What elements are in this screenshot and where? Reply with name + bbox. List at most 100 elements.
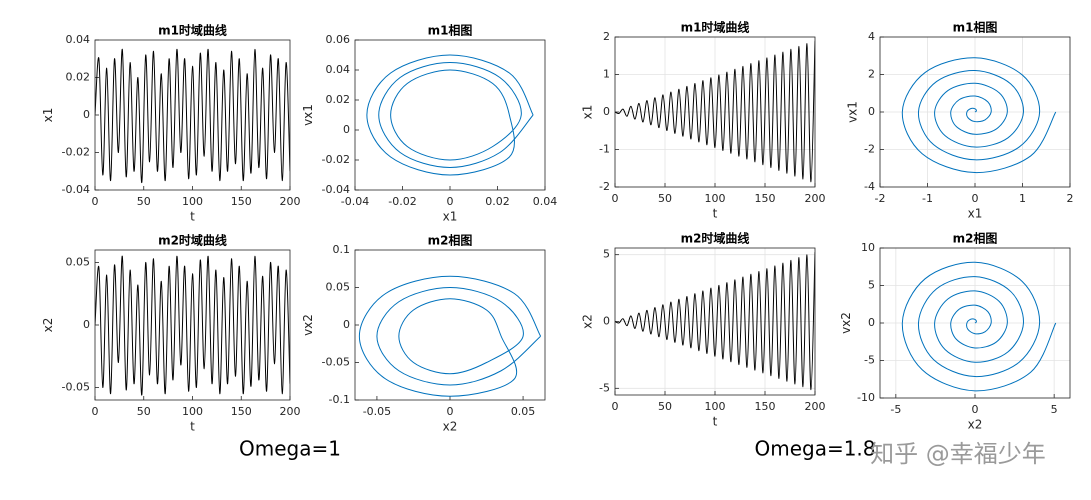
y-tick-label: -5: [864, 354, 875, 367]
y-tick-label: 5: [868, 279, 875, 292]
x-tick-label: 100: [182, 195, 203, 208]
data-line: [901, 57, 1057, 174]
x-axis-label: x2: [443, 420, 458, 434]
y-tick-label: -0.02: [322, 153, 350, 166]
data-line: [366, 54, 534, 176]
subplot: -5 0 5 -10 -5 0 5 10 m2相图 x2 vx2: [839, 231, 1071, 432]
subplot: -0.05 0 0.05 -0.1 -0.05 0 0.05 0.1 m2相图 x2 vx2: [301, 233, 546, 434]
x-axis-label: t: [713, 207, 718, 221]
y-tick-label: -0.1: [329, 393, 350, 406]
subplot: 0 50 100 150 200 -2 -1 0 1 2 m1时域曲线 t x1: [581, 20, 826, 221]
x-tick-label: 50: [658, 192, 672, 205]
y-tick-label: 0.05: [66, 256, 91, 269]
y-tick-label: 1: [603, 68, 610, 81]
x-tick-label: 0.04: [533, 195, 558, 208]
y-tick-label: 0.02: [326, 93, 351, 106]
x-axis-label: x1: [968, 207, 983, 221]
chart-title: m1时域曲线: [681, 20, 750, 35]
x-tick-label: 100: [705, 192, 726, 205]
axes-box: [879, 36, 1071, 188]
x-tick-label: 150: [755, 400, 776, 413]
caption: Omega=1: [239, 437, 341, 461]
x-tick-label: 0: [447, 405, 454, 418]
x-tick-label: 100: [705, 400, 726, 413]
y-tick-label: 0: [603, 315, 610, 328]
y-axis-label: vx2: [301, 314, 315, 336]
x-tick-label: 150: [231, 405, 252, 418]
y-tick-label: 0.1: [333, 243, 351, 256]
x-tick-label: 50: [658, 400, 672, 413]
y-axis-label: x1: [41, 108, 55, 123]
x-axis-label: t: [190, 420, 195, 434]
y-tick-label: 0.04: [66, 33, 91, 46]
caption: Omega=1.8: [754, 437, 875, 461]
x-tick-label: 50: [137, 195, 151, 208]
y-tick-label: -0.02: [62, 146, 90, 159]
x-tick-label: 50: [137, 405, 151, 418]
x-tick-label: 200: [280, 195, 301, 208]
data-line: [358, 275, 542, 397]
x-tick-label: -1: [922, 192, 933, 205]
x-tick-label: 200: [805, 192, 826, 205]
y-tick-label: -0.04: [62, 183, 90, 196]
chart-title: m1相图: [428, 23, 473, 38]
y-tick-label: 0: [83, 108, 90, 121]
y-tick-label: -4: [864, 180, 875, 193]
axes-box: [614, 36, 816, 188]
x-tick-label: 0: [612, 192, 619, 205]
y-tick-label: 0: [83, 318, 90, 331]
x-tick-label: 1: [1019, 192, 1026, 205]
chart-title: m1时域曲线: [158, 23, 227, 38]
y-tick-label: 0: [343, 123, 350, 136]
x-tick-label: 5: [1051, 403, 1058, 416]
axes-box: [94, 249, 291, 401]
plot-area: [355, 250, 545, 400]
subplot: 0 50 100 150 200 -0.04 -0.02 0 0.02 0.04 m1时域曲线 t x1: [41, 23, 301, 224]
y-tick-label: 0: [603, 105, 610, 118]
y-tick-label: 0: [343, 318, 350, 331]
x-tick-label: 0: [92, 195, 99, 208]
x-tick-label: 0: [612, 400, 619, 413]
y-axis-label: x1: [581, 105, 595, 120]
chart-title: m2相图: [953, 231, 998, 246]
x-axis-label: t: [190, 210, 195, 224]
y-tick-label: -2: [599, 180, 610, 193]
chart-title: m2时域曲线: [681, 231, 750, 246]
y-tick-label: -10: [857, 391, 875, 404]
y-tick-label: 0: [868, 105, 875, 118]
y-tick-label: 2: [603, 30, 610, 43]
x-tick-label: 200: [280, 405, 301, 418]
x-tick-label: 0: [972, 192, 979, 205]
y-tick-label: 5: [603, 248, 610, 261]
subplot: -0.04 -0.02 0 0.02 0.04 -0.04 -0.02 0 0.02 0.04 0.…: [301, 23, 557, 224]
x-tick-label: -0.05: [363, 405, 391, 418]
data-line: [95, 48, 290, 184]
y-axis-label: vx1: [846, 101, 860, 123]
y-tick-label: 0.02: [66, 71, 91, 84]
plot-area: [355, 40, 545, 190]
x-tick-label: -0.04: [341, 195, 369, 208]
data-line: [615, 251, 815, 391]
y-tick-label: -1: [599, 143, 610, 156]
x-tick-label: 0: [92, 405, 99, 418]
axes-box: [354, 249, 546, 401]
x-tick-label: 0.02: [485, 195, 510, 208]
y-tick-label: -2: [864, 143, 875, 156]
axes-box: [879, 247, 1071, 399]
y-axis-label: x2: [41, 318, 55, 333]
y-axis-label: x2: [581, 314, 595, 329]
y-tick-label: 0.04: [326, 63, 351, 76]
chart-title: m1相图: [953, 20, 998, 35]
x-tick-label: 0: [972, 403, 979, 416]
y-tick-label: 2: [868, 68, 875, 81]
data-line: [95, 255, 290, 396]
y-tick-label: -0.05: [62, 381, 90, 394]
x-tick-label: 200: [805, 400, 826, 413]
y-tick-label: 0: [868, 316, 875, 329]
y-tick-label: 4: [868, 30, 875, 43]
data-line: [615, 40, 815, 183]
x-tick-label: -5: [890, 403, 901, 416]
